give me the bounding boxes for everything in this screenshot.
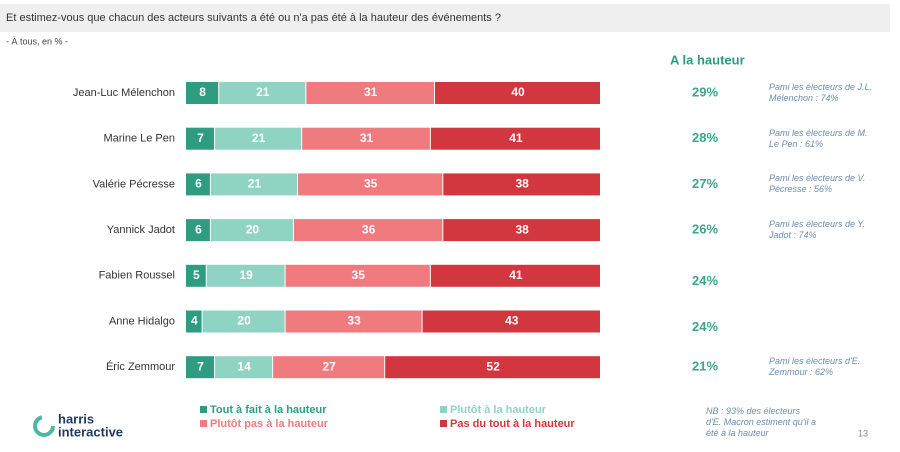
page-number: 13 — [858, 428, 868, 438]
category-label: Valérie Pécresse — [93, 178, 175, 190]
legend-label: Plutôt pas à la hauteur — [210, 418, 329, 430]
summary-title: A la hauteur — [670, 52, 745, 67]
legend-label: Pas du tout à la hauteur — [450, 418, 575, 430]
bar-segment — [186, 82, 219, 104]
bar-segment — [210, 219, 293, 242]
bar-segment — [443, 173, 600, 196]
bar-value-label: 21 — [252, 131, 266, 145]
bar-segment — [186, 173, 210, 196]
bar-segment — [385, 356, 600, 379]
summary-value: 28% — [692, 130, 718, 145]
bar-segment — [285, 310, 422, 333]
row-note: Pami les électeurs de V. Pécresse : 56% — [769, 173, 866, 195]
bar-segment — [435, 82, 600, 104]
summary-value: 27% — [692, 176, 718, 191]
bar-value-label: 38 — [515, 222, 529, 236]
bar-value-label: 31 — [364, 85, 378, 99]
chart-title: Et estimez-vous que chacun des acteurs s… — [6, 12, 501, 24]
bar-segment — [219, 82, 306, 104]
bar-segment — [273, 356, 385, 379]
bar-value-label: 7 — [197, 359, 204, 373]
bar-segment — [306, 82, 434, 104]
legend-swatch — [200, 406, 207, 413]
bar-value-label: 8 — [199, 85, 206, 99]
bar-value-label: 31 — [360, 131, 374, 145]
bar-segment — [186, 264, 206, 287]
bar-segment — [186, 127, 215, 150]
bar-value-label: 7 — [197, 131, 204, 145]
logo: harris interactive — [33, 411, 123, 439]
legend-label: Plutôt à la hauteur — [450, 404, 547, 416]
category-label: Fabien Roussel — [99, 270, 175, 282]
legend-swatch — [200, 420, 207, 427]
summary-value: 29% — [692, 84, 718, 99]
bar-value-label: 35 — [352, 268, 366, 282]
bar-value-label: 33 — [347, 314, 361, 328]
bar-segment — [186, 356, 215, 379]
summary-value: 26% — [692, 222, 718, 237]
bar-segment — [302, 127, 430, 150]
bar-segment — [430, 127, 600, 150]
bar-segment — [186, 219, 210, 242]
brand-line: interactive — [58, 424, 123, 439]
bar-value-label: 27 — [322, 359, 336, 373]
bar-value-label: 36 — [362, 222, 376, 236]
bar-segment — [210, 173, 298, 196]
bar-value-label: 21 — [256, 85, 270, 99]
bar-value-label: 14 — [237, 359, 251, 373]
bar-value-label: 41 — [509, 131, 523, 145]
footnote: NB : 93% des électeurs d'E. Macron estim… — [706, 406, 816, 438]
bar-segment — [215, 356, 273, 379]
summary-value: 24% — [692, 319, 718, 334]
bar-value-label: 21 — [248, 177, 262, 191]
bar-segment — [285, 264, 430, 287]
bar-value-label: 6 — [195, 177, 202, 191]
bar-segment — [202, 310, 285, 333]
bar-value-label: 5 — [193, 268, 200, 282]
row-note: Pami les électeurs de Y. Jadot : 74% — [769, 219, 866, 241]
bar-value-label: 38 — [515, 177, 529, 191]
category-label: Anne Hidalgo — [109, 315, 175, 327]
bar-value-label: 20 — [246, 222, 260, 236]
bar-value-label: 41 — [509, 268, 523, 282]
bar-value-label: 6 — [195, 222, 202, 236]
legend-swatch — [440, 420, 447, 427]
category-label: Jean-Luc Mélenchon — [73, 87, 175, 99]
title-bar — [0, 4, 890, 32]
subtitle: - À tous, en % - — [6, 36, 68, 46]
bar-segment — [430, 264, 600, 287]
bar-segment — [443, 219, 600, 242]
bar-value-label: 19 — [239, 268, 253, 282]
row-note: Pami les électeurs de M. Le Pen : 61% — [769, 127, 868, 149]
summary-value: 21% — [692, 359, 718, 374]
bar-segment — [298, 173, 443, 196]
logo-icon — [33, 415, 55, 437]
legend-label: Tout à fait à la hauteur — [210, 404, 327, 416]
category-label: Marine Le Pen — [103, 133, 175, 145]
bar-value-label: 4 — [191, 314, 198, 328]
bar-segment — [186, 310, 202, 333]
brand-line: harris — [58, 411, 94, 426]
legend-swatch — [440, 406, 447, 413]
row-note: Pami les électeurs d'E. Zemmour : 62% — [769, 356, 861, 378]
bar-value-label: 35 — [364, 177, 378, 191]
category-label: Éric Zemmour — [106, 360, 175, 373]
bar-value-label: 43 — [505, 314, 519, 328]
bar-value-label: 40 — [511, 85, 525, 99]
bar-segment — [293, 219, 443, 242]
summary-value: 24% — [692, 273, 718, 288]
bar-value-label: 20 — [237, 314, 251, 328]
bar-value-label: 52 — [486, 359, 500, 373]
bar-segment — [422, 310, 600, 333]
bar-segment — [206, 264, 285, 287]
category-label: Yannick Jadot — [107, 224, 175, 236]
bar-segment — [215, 127, 302, 150]
row-note: Pami les électeurs de J.L. Mélenchon : 7… — [769, 82, 873, 103]
